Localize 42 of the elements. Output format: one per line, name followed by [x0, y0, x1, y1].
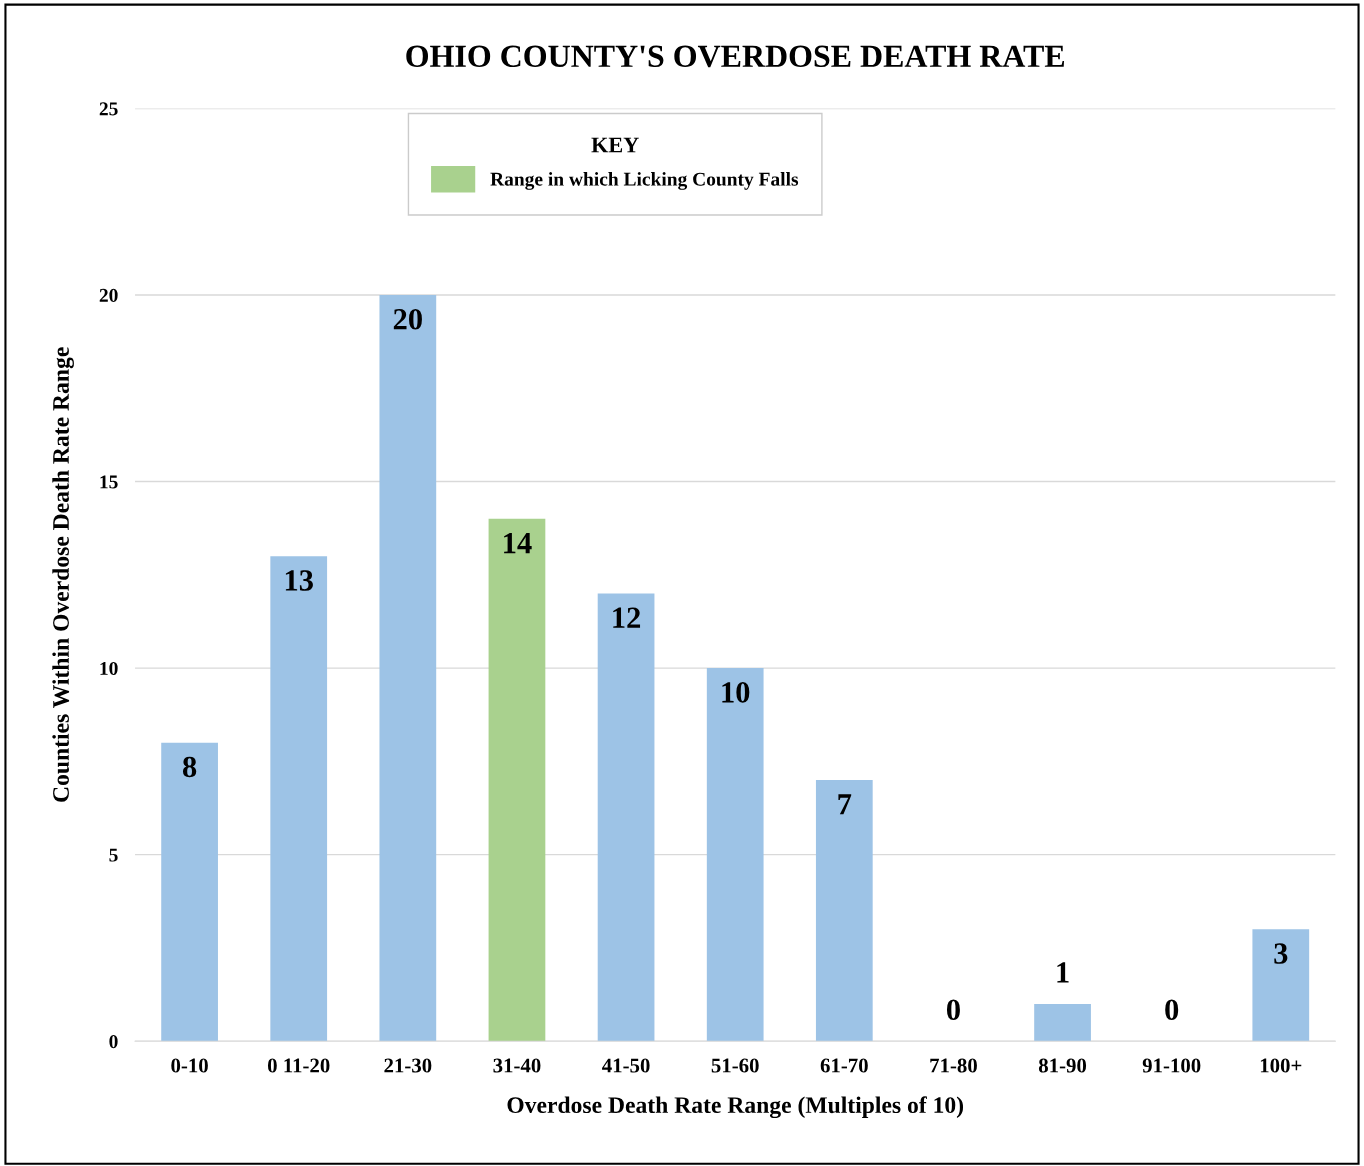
y-tick-label: 20 [99, 288, 118, 302]
y-tick-label: 10 [100, 661, 118, 676]
y-tick-label: 0 [109, 1035, 118, 1049]
bar [1252, 929, 1310, 1042]
y-tick-label: 15 [100, 475, 118, 489]
bar [1034, 1003, 1091, 1042]
x-axis-title: Overdose Death Rate Range (Multiples of 10) [507, 1096, 964, 1119]
data-label: 10 [722, 682, 750, 703]
bar [815, 780, 873, 1042]
data-label: 20 [393, 308, 422, 330]
bar [706, 668, 764, 1042]
chart-title: OHIO COUNTY'S OVERDOSE DEATH RATE [406, 45, 1065, 68]
legend-title: KEY [591, 137, 639, 153]
x-tick-label: 51-60 [711, 1058, 759, 1073]
x-tick-label: 91-100 [1142, 1058, 1201, 1073]
legend-label: Range in which Licking County Falls [490, 172, 799, 190]
x-tick-label: 81-90 [1038, 1058, 1087, 1073]
x-tick-label: 31-40 [493, 1058, 541, 1073]
data-label: 8 [182, 756, 197, 778]
data-label: 0 [946, 999, 960, 1021]
y-tick-label: 25 [99, 102, 118, 116]
bar [488, 518, 546, 1042]
bar [161, 742, 218, 1042]
data-label: 0 [1165, 999, 1179, 1021]
x-tick-label: 21-30 [384, 1058, 432, 1073]
data-label: 3 [1274, 943, 1288, 964]
bar [597, 593, 655, 1042]
x-tick-label: 61-70 [820, 1058, 868, 1073]
y-tick-label: 5 [109, 848, 118, 862]
x-tick-label: 41-50 [602, 1058, 650, 1073]
x-tick-label: 71-80 [930, 1058, 977, 1073]
data-label: 7 [838, 794, 852, 815]
data-label: 13 [285, 570, 313, 591]
x-tick-label: 100+ [1260, 1058, 1302, 1073]
bar [270, 556, 328, 1042]
data-label: 14 [504, 532, 532, 554]
data-label: 12 [613, 607, 641, 628]
x-tick-label: 0 11-20 [267, 1058, 330, 1073]
y-axis-title: Counties Within Overdose Death Rate Range [52, 347, 74, 802]
data-label: 1 [1057, 962, 1069, 983]
bar [379, 295, 437, 1042]
x-tick-label: 0-10 [171, 1058, 208, 1073]
